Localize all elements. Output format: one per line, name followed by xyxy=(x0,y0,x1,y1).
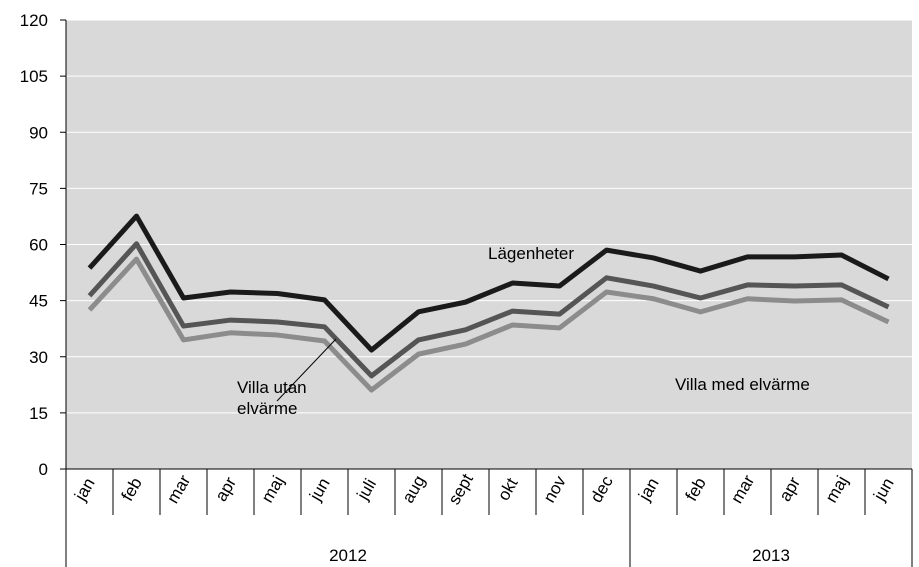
x-tick-label: maj xyxy=(258,473,288,506)
x-tick-label: dec xyxy=(587,472,617,506)
x-tick-label: mar xyxy=(727,472,758,507)
x-tick-label: okt xyxy=(494,474,522,503)
x-tick-label: apr xyxy=(211,474,240,505)
y-tick-label: 0 xyxy=(39,460,48,479)
x-tick-label: maj xyxy=(822,473,852,506)
annotation-pointer xyxy=(276,338,337,402)
x-tick-label: jan xyxy=(634,475,662,505)
annotation: Villa med elvärme xyxy=(675,375,810,394)
group-label: 2012 xyxy=(329,546,367,565)
y-tick-label: 90 xyxy=(29,123,48,142)
y-tick-label: 75 xyxy=(29,179,48,198)
x-tick-label: feb xyxy=(682,474,710,504)
x-tick-label: feb xyxy=(118,474,146,504)
x-tick-label: apr xyxy=(775,474,804,505)
series-line xyxy=(87,241,890,379)
x-tick-label: jun xyxy=(869,475,897,505)
series-line xyxy=(87,213,890,353)
annotation: Villa utan elvärme xyxy=(237,378,307,418)
group-label: 2013 xyxy=(752,546,790,565)
x-tick-label: jun xyxy=(305,475,333,505)
annotation: Lägenheter xyxy=(488,244,575,263)
y-tick-label: 30 xyxy=(29,348,48,367)
y-tick-label: 15 xyxy=(29,404,48,423)
x-tick-label: sept xyxy=(444,470,477,508)
y-tick-label: 60 xyxy=(29,236,48,255)
series-line xyxy=(87,256,890,393)
y-tick-label: 120 xyxy=(20,11,48,30)
x-tick-label: juli xyxy=(353,475,380,503)
x-tick-label: mar xyxy=(163,472,194,507)
y-tick-label: 105 xyxy=(20,67,48,86)
x-tick-label: aug xyxy=(398,472,429,506)
y-tick-label: 45 xyxy=(29,292,48,311)
x-tick-label: jan xyxy=(70,475,98,505)
x-tick-label: nov xyxy=(540,472,570,506)
